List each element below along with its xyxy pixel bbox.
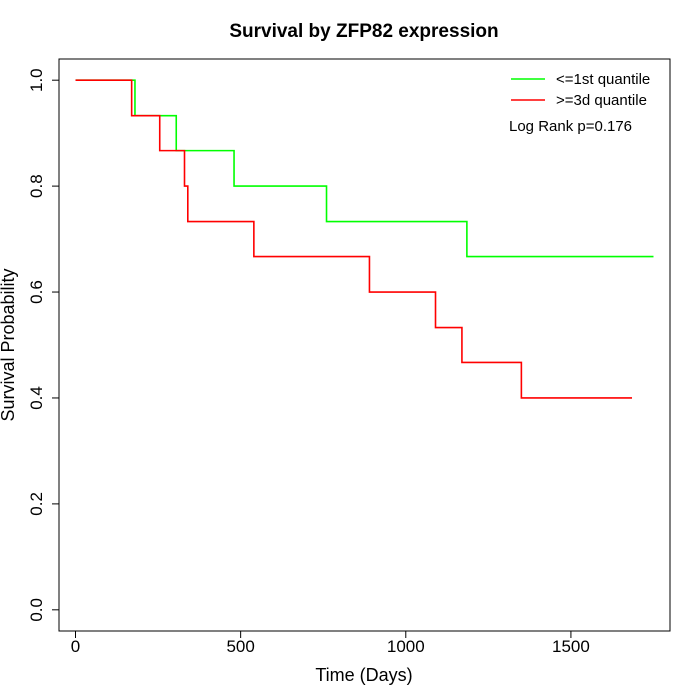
x-tick-label: 0 bbox=[71, 637, 80, 656]
x-tick-label: 1000 bbox=[387, 637, 425, 656]
legend-label: >=3d quantile bbox=[556, 92, 647, 109]
survival-curve-series-1 bbox=[75, 79, 654, 258]
chart-title: Survival by ZFP82 expression bbox=[229, 21, 498, 42]
y-axis: 0.0 0.2 0.4 0.6 0.8 1.0 bbox=[27, 68, 60, 622]
series-layer bbox=[75, 79, 654, 399]
plot-frame bbox=[58, 58, 671, 632]
y-tick-label: 0.4 bbox=[27, 386, 46, 410]
survival-curve-series-2 bbox=[75, 79, 633, 399]
x-axis: 0 500 1000 1500 bbox=[71, 630, 590, 656]
legend: <=1st quantile >=3d quantile bbox=[511, 71, 650, 109]
legend-label: <=1st quantile bbox=[556, 71, 650, 88]
y-tick-label: 0.2 bbox=[27, 492, 46, 516]
x-axis-label: Time (Days) bbox=[315, 665, 412, 685]
y-tick-label: 1.0 bbox=[27, 68, 46, 92]
log-rank-annotation: Log Rank p=0.176 bbox=[509, 118, 632, 135]
x-tick-label: 500 bbox=[226, 637, 254, 656]
y-tick-label: 0.8 bbox=[27, 174, 46, 198]
x-tick-label: 1500 bbox=[552, 637, 590, 656]
y-tick-label: 0.6 bbox=[27, 280, 46, 304]
y-tick-label: 0.0 bbox=[27, 598, 46, 622]
y-axis-label: Survival Probability bbox=[0, 268, 18, 421]
